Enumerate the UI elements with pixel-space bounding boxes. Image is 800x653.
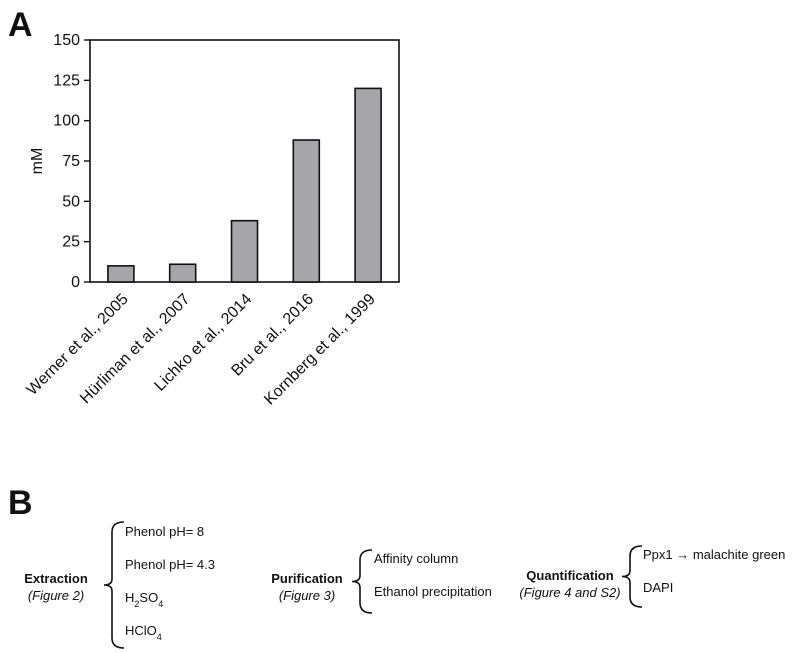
- method-item-text: DAPI: [643, 580, 673, 595]
- step-title: Purification: [271, 571, 343, 586]
- x-tick-label: Kornberg et al., 1999: [261, 291, 379, 409]
- method-item-text: HClO: [125, 623, 157, 638]
- method-item: Phenol pH= 4.3: [125, 557, 215, 572]
- y-tick-label: 25: [62, 234, 80, 251]
- method-item-text: Phenol pH= 4.3: [125, 557, 215, 572]
- workflow-diagram: Extraction (Figure 2) Phenol pH= 8 Phenol p…: [24, 521, 785, 649]
- method-item-text: SO: [139, 590, 158, 605]
- y-tick-label: 150: [53, 32, 80, 49]
- workflow-step: Quantification (Figure 4 and S2) Ppx1 → ma…: [519, 545, 785, 608]
- step-title: Quantification: [526, 568, 613, 583]
- y-tick-label: 75: [62, 153, 80, 170]
- y-tick-label: 50: [62, 193, 80, 210]
- workflow-step: Extraction (Figure 2) Phenol pH= 8 Phenol p…: [24, 521, 215, 649]
- bar-chart: 0 25 50 75 100 125 150 mM Werner et al., 2005H…: [24, 32, 400, 409]
- bar: [230, 219, 259, 283]
- step-title: Extraction: [24, 571, 88, 586]
- y-axis-label: mM: [29, 148, 46, 175]
- y-tick-label: 0: [71, 274, 80, 291]
- workflow-step: Purification (Figure 3) Affinity column Eth…: [271, 549, 492, 614]
- bar: [168, 263, 197, 283]
- curly-bracket: [351, 549, 373, 614]
- curly-bracket: [103, 521, 125, 649]
- method-item-text: 4: [157, 632, 162, 642]
- method-item: Ethanol precipitation: [374, 584, 492, 599]
- curly-bracket: [621, 545, 643, 608]
- method-item-text: Ppx1 → malachite green: [643, 547, 785, 562]
- y-tick-label: 125: [53, 72, 80, 89]
- y-axis: 0 25 50 75 100 125 150: [53, 32, 90, 291]
- method-item-text: Affinity column: [374, 551, 458, 566]
- method-item: Affinity column: [374, 551, 458, 566]
- method-item-text: 2: [134, 599, 139, 609]
- panel-b-label: B: [8, 484, 33, 522]
- method-item: Ppx1 → malachite green: [643, 547, 785, 562]
- bar-series: [107, 87, 382, 283]
- method-item-text: Phenol pH= 8: [125, 524, 204, 539]
- method-item-text: 4: [158, 599, 163, 609]
- step-figure-ref: (Figure 4 and S2): [519, 585, 620, 600]
- method-item-text: Ethanol precipitation: [374, 584, 492, 599]
- step-figure-ref: (Figure 3): [279, 588, 335, 603]
- method-item: DAPI: [643, 580, 673, 595]
- method-item: Phenol pH= 8: [125, 524, 204, 539]
- method-item: H2SO4: [125, 590, 163, 609]
- panel-a-label: A: [8, 6, 33, 44]
- method-item-text: H: [125, 590, 134, 605]
- method-item: HClO4: [125, 623, 162, 642]
- step-figure-ref: (Figure 2): [28, 588, 84, 603]
- y-tick-label: 100: [53, 113, 80, 130]
- x-tick-label: Werner et al., 2005: [24, 291, 132, 399]
- bar: [292, 139, 321, 283]
- x-tick-label: Hürliman et al., 2007: [77, 291, 193, 407]
- bar: [107, 265, 135, 283]
- bar: [354, 87, 382, 283]
